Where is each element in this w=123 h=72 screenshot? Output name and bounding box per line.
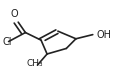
- Text: OH: OH: [96, 30, 111, 40]
- Text: Cl: Cl: [3, 37, 12, 47]
- Text: O: O: [11, 9, 18, 19]
- Text: CH₃: CH₃: [27, 59, 43, 68]
